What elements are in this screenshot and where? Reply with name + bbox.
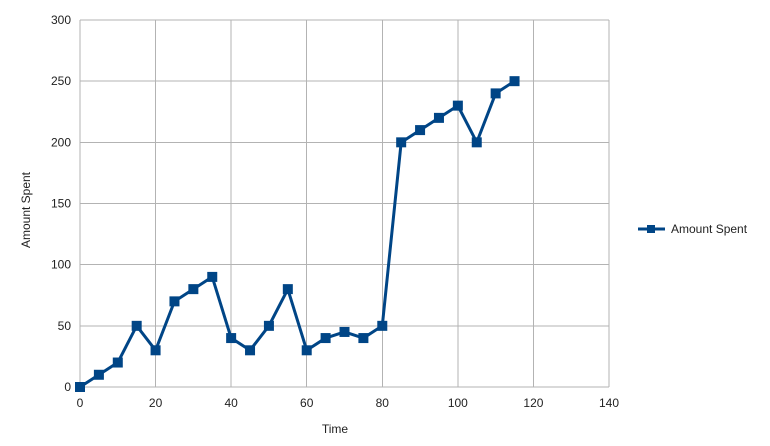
data-point [452,100,463,111]
x-tick-label: 20 [149,396,163,410]
y-tick-label: 100 [51,258,71,272]
data-point [226,333,237,344]
x-tick-label: 80 [376,396,390,410]
x-tick-label: 0 [77,396,84,410]
y-tick-label: 0 [64,380,71,394]
data-point [169,296,180,307]
data-point [188,284,199,295]
data-point [358,333,369,344]
legend-series-marker [647,225,655,233]
legend: Amount Spent [638,222,748,236]
data-point [509,76,520,87]
y-axis-title: Amount Spent [19,171,33,248]
data-point [377,320,388,331]
x-tick-label: 60 [300,396,314,410]
x-tick-label: 40 [224,396,238,410]
data-point [150,345,161,356]
data-point [471,137,482,148]
x-tick-label: 140 [599,396,619,410]
y-tick-label: 50 [58,319,72,333]
x-tick-label: 120 [523,396,543,410]
data-point [245,345,256,356]
grid [79,19,610,388]
data-point [207,271,218,282]
data-point [131,320,142,331]
data-point [301,345,312,356]
tick-labels: 0 50 100 150 200 250 300 0 20 40 60 80 100 120 140 [51,13,619,410]
x-axis-title: Time [322,422,349,436]
data-point [93,369,104,380]
data-point [112,357,123,368]
data-point [415,125,426,136]
series-layer [75,76,520,392]
data-point [339,326,350,337]
data-point [263,320,274,331]
y-tick-label: 200 [51,135,71,149]
legend-series-label: Amount Spent [671,222,748,236]
data-point [75,382,85,392]
data-point [396,137,407,148]
y-tick-label: 300 [51,13,71,27]
data-point [490,88,501,99]
series-line [78,79,517,389]
y-tick-label: 150 [51,197,71,211]
y-tick-label: 250 [51,74,71,88]
data-point [320,333,331,344]
data-point [433,112,444,123]
data-point [282,284,293,295]
x-tick-label: 100 [448,396,468,410]
